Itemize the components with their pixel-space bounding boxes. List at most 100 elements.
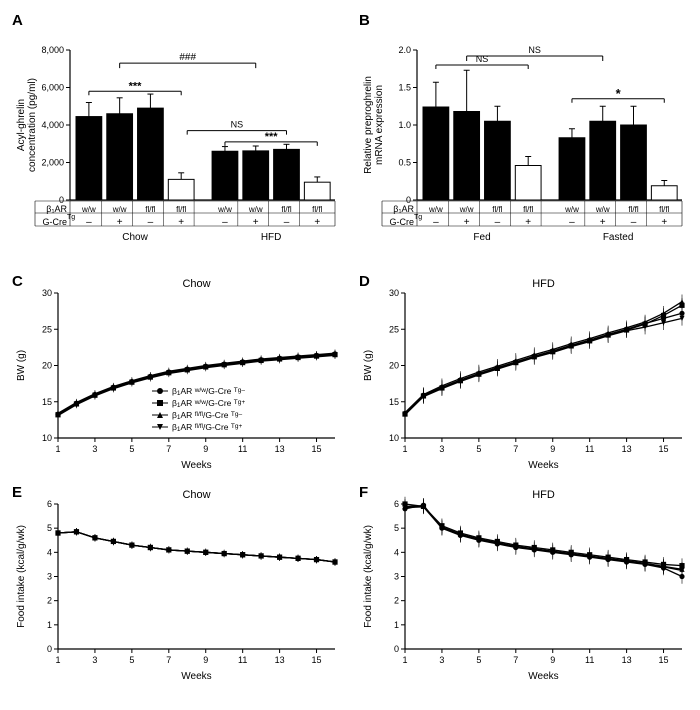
svg-text:G-Cre: G-Cre [43, 217, 68, 227]
panel-d: D101520253013579111315HFDBW (g)Weeks [357, 271, 692, 476]
svg-text:***: *** [265, 131, 279, 143]
panel-label-a: A [12, 12, 23, 29]
svg-text:7: 7 [166, 444, 171, 454]
svg-text:5: 5 [476, 655, 481, 665]
svg-text:0.5: 0.5 [398, 158, 411, 168]
svg-text:9: 9 [203, 444, 208, 454]
svg-text:β1AR w/w/G-Cre Tg+: β1AR w/w/G-Cre Tg+ [172, 398, 245, 409]
svg-text:2: 2 [47, 596, 52, 606]
svg-text:3: 3 [92, 444, 97, 454]
panel-label-b: B [359, 12, 370, 29]
svg-text:Chow: Chow [122, 232, 148, 243]
panel-label-c: C [12, 273, 23, 290]
svg-text:–: – [631, 217, 637, 228]
svg-text:Weeks: Weeks [528, 671, 558, 682]
svg-text:–: – [86, 217, 92, 228]
svg-text:25: 25 [389, 324, 399, 334]
svg-text:Food intake (kcal/g/wk): Food intake (kcal/g/wk) [16, 525, 27, 628]
svg-text:1: 1 [55, 444, 60, 454]
svg-text:7: 7 [513, 444, 518, 454]
svg-text:+: + [525, 217, 531, 228]
svg-text:9: 9 [203, 655, 208, 665]
svg-text:2: 2 [394, 596, 399, 606]
svg-text:4,000: 4,000 [41, 120, 64, 130]
svg-text:HFD: HFD [532, 489, 555, 501]
svg-text:Food intake (kcal/g/wk): Food intake (kcal/g/wk) [363, 525, 374, 628]
svg-text:HFD: HFD [261, 232, 282, 243]
svg-text:BW (g): BW (g) [16, 350, 27, 381]
svg-text:Chow: Chow [182, 278, 210, 290]
svg-text:20: 20 [42, 361, 52, 371]
svg-text:Chow: Chow [182, 489, 210, 501]
svg-text:fl/fl: fl/fl [176, 205, 186, 214]
svg-text:–: – [433, 217, 439, 228]
svg-text:7: 7 [166, 655, 171, 665]
svg-text:Fed: Fed [473, 232, 490, 243]
svg-text:mRNA expression: mRNA expression [374, 85, 385, 165]
svg-text:6,000: 6,000 [41, 83, 64, 93]
svg-text:1: 1 [55, 655, 60, 665]
svg-text:11: 11 [238, 655, 247, 665]
svg-text:Weeks: Weeks [181, 460, 211, 471]
svg-text:10: 10 [42, 433, 52, 443]
svg-text:15: 15 [312, 655, 322, 665]
svg-text:+: + [314, 217, 320, 228]
svg-text:13: 13 [622, 655, 632, 665]
panel-label-d: D [359, 273, 370, 290]
panel-e: E012345613579111315ChowFood intake (kcal… [10, 482, 345, 687]
svg-text:11: 11 [585, 444, 594, 454]
svg-text:1: 1 [402, 444, 407, 454]
svg-text:13: 13 [622, 444, 632, 454]
svg-text:BW (g): BW (g) [363, 350, 374, 381]
svg-text:β₁AR: β₁AR [393, 204, 414, 214]
svg-text:NS: NS [476, 54, 489, 64]
svg-text:β₁AR: β₁AR [46, 204, 67, 214]
svg-text:fl/fl: fl/fl [312, 205, 322, 214]
svg-text:4: 4 [47, 547, 52, 557]
svg-text:***: *** [129, 80, 143, 92]
svg-text:30: 30 [42, 288, 52, 298]
svg-text:3: 3 [439, 444, 444, 454]
svg-text:0: 0 [47, 644, 52, 654]
svg-text:+: + [253, 217, 259, 228]
svg-text:13: 13 [275, 444, 285, 454]
svg-text:1: 1 [402, 655, 407, 665]
svg-text:Tg: Tg [67, 214, 75, 221]
svg-text:w/w: w/w [248, 205, 263, 214]
svg-text:8,000: 8,000 [41, 45, 64, 55]
svg-text:1.5: 1.5 [398, 83, 411, 93]
svg-text:5: 5 [476, 444, 481, 454]
svg-text:w/w: w/w [459, 205, 474, 214]
svg-text:β1AR fl/fl/G-Cre Tg–: β1AR fl/fl/G-Cre Tg– [172, 410, 242, 421]
panel-a: A02,0004,0006,0008,000Acyl-ghrelinconcen… [10, 10, 345, 265]
svg-text:1: 1 [394, 620, 399, 630]
svg-text:Tg: Tg [414, 214, 422, 221]
svg-text:9: 9 [550, 444, 555, 454]
svg-text:–: – [569, 217, 575, 228]
svg-text:concentration (pg/ml): concentration (pg/ml) [27, 78, 38, 172]
svg-text:5: 5 [129, 655, 134, 665]
svg-text:25: 25 [42, 324, 52, 334]
svg-text:β1AR fl/fl/G-Cre Tg+: β1AR fl/fl/G-Cre Tg+ [172, 422, 242, 433]
figure-grid: A02,0004,0006,0008,000Acyl-ghrelinconcen… [10, 10, 690, 687]
svg-text:3: 3 [47, 572, 52, 582]
svg-text:–: – [148, 217, 154, 228]
svg-text:15: 15 [389, 397, 399, 407]
svg-text:15: 15 [659, 444, 669, 454]
svg-text:10: 10 [389, 433, 399, 443]
svg-text:fl/fl: fl/fl [492, 205, 502, 214]
svg-text:w/w: w/w [428, 205, 443, 214]
svg-text:–: – [222, 217, 228, 228]
svg-text:3: 3 [92, 655, 97, 665]
svg-text:20: 20 [389, 361, 399, 371]
svg-text:w/w: w/w [564, 205, 579, 214]
svg-text:1: 1 [47, 620, 52, 630]
svg-text:fl/fl: fl/fl [523, 205, 533, 214]
svg-text:w/w: w/w [81, 205, 96, 214]
svg-text:15: 15 [659, 655, 669, 665]
svg-text:Fasted: Fasted [603, 232, 634, 243]
svg-text:15: 15 [312, 444, 322, 454]
svg-text:Weeks: Weeks [181, 671, 211, 682]
svg-text:7: 7 [513, 655, 518, 665]
svg-text:3: 3 [439, 655, 444, 665]
